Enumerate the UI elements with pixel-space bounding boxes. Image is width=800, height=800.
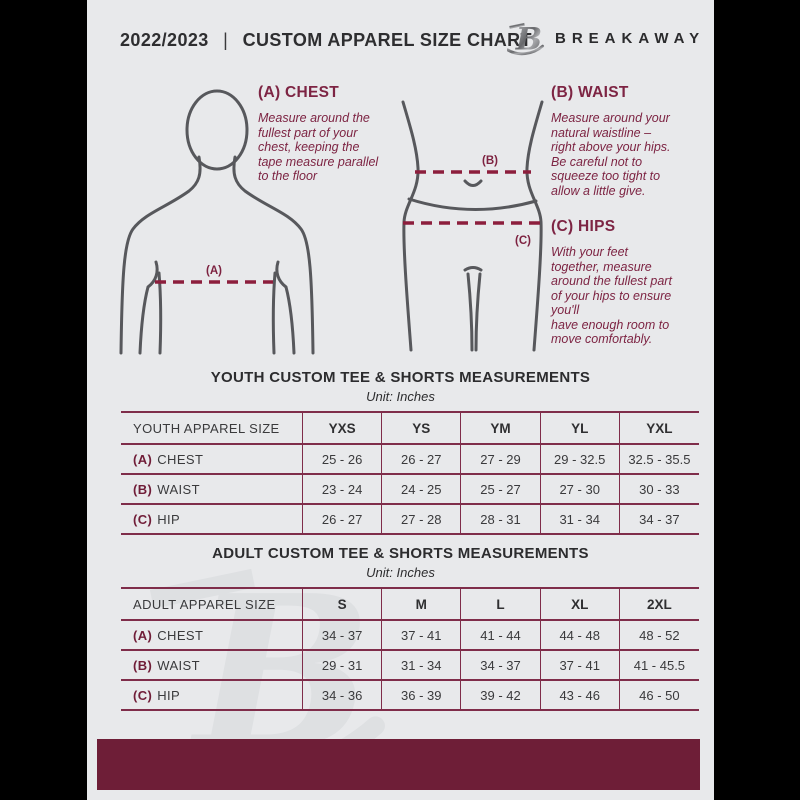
value-cell: 41 - 44 bbox=[461, 621, 541, 649]
youth-header-row: YOUTH APPAREL SIZE YXS YS YM YL YXL bbox=[121, 413, 699, 445]
adult-size-2xl: 2XL bbox=[647, 596, 672, 612]
value-cell: 37 - 41 bbox=[382, 621, 462, 649]
row-name: HIP bbox=[157, 511, 181, 527]
adult-table-title: ADULT CUSTOM TEE & SHORTS MEASUREMENTS bbox=[212, 545, 589, 562]
value-cell: 43 - 46 bbox=[541, 681, 620, 709]
value-cell: 44 - 48 bbox=[541, 621, 620, 649]
instruction-chest: (A) CHEST Measure around the fullest par… bbox=[258, 84, 426, 184]
row-label: (A) CHEST bbox=[121, 621, 303, 649]
value-cell: 28 - 31 bbox=[461, 505, 541, 533]
value-cell: 30 - 33 bbox=[639, 481, 680, 497]
youth-header-label: YOUTH APPAREL SIZE bbox=[121, 413, 303, 443]
youth-size-table: YOUTH APPAREL SIZE YXS YS YM YL YXL (A) … bbox=[121, 411, 699, 535]
row-label: (C) HIP bbox=[121, 681, 303, 709]
youth-table-unit: Unit: Inches bbox=[366, 389, 435, 404]
youth-table-title: YOUTH CUSTOM TEE & SHORTS MEASUREMENTS bbox=[210, 369, 591, 386]
youth-size-yxs: YXS bbox=[303, 413, 383, 443]
value-cell: 34 - 37 bbox=[303, 621, 383, 649]
value-cell: 36 - 39 bbox=[382, 681, 462, 709]
instruction-hips-heading: (C) HIPS bbox=[551, 218, 616, 235]
value-cell: 34 - 36 bbox=[303, 681, 383, 709]
instruction-waist: (B) WAIST Measure around your natural wa… bbox=[551, 84, 714, 198]
value-cell: 27 - 30 bbox=[541, 475, 620, 503]
row-prefix: (C) bbox=[133, 687, 153, 703]
value-cell: 31 - 34 bbox=[382, 651, 462, 679]
waist-hips-measurement-figure: (B) (C) bbox=[395, 98, 550, 360]
brand-lockup: B BREAKAWAY bbox=[507, 16, 705, 60]
youth-waist-row: (B) WAIST 23 - 24 24 - 25 25 - 27 27 - 3… bbox=[121, 475, 699, 505]
value-cell: 34 - 37 bbox=[461, 651, 541, 679]
adult-size-table: ADULT APPAREL SIZE S M L XL 2XL (A) CHES… bbox=[121, 587, 699, 711]
adult-table-unit: Unit: Inches bbox=[366, 565, 435, 580]
header-separator: | bbox=[223, 30, 229, 50]
row-label: (C) HIP bbox=[121, 505, 303, 533]
instruction-hips-text: With your feet together, measure around … bbox=[551, 245, 672, 346]
value-cell: 34 - 37 bbox=[639, 511, 680, 527]
row-prefix: (B) bbox=[133, 481, 153, 497]
row-prefix: (B) bbox=[133, 657, 153, 673]
value-cell: 41 - 45.5 bbox=[633, 657, 686, 673]
value-cell: 31 - 34 bbox=[541, 505, 620, 533]
adult-size-s: S bbox=[303, 589, 383, 619]
youth-size-yxl: YXL bbox=[646, 420, 673, 436]
row-label: (B) WAIST bbox=[121, 651, 303, 679]
adult-header-row: ADULT APPAREL SIZE S M L XL 2XL bbox=[121, 589, 699, 621]
adult-size-m: M bbox=[382, 589, 462, 619]
value-cell: 29 - 31 bbox=[303, 651, 383, 679]
youth-size-ym: YM bbox=[461, 413, 541, 443]
chest-line-label: (A) bbox=[206, 265, 222, 277]
row-label: (A) CHEST bbox=[121, 445, 303, 473]
row-prefix: (A) bbox=[133, 627, 153, 643]
youth-size-ys: YS bbox=[382, 413, 462, 443]
hips-line-label: (C) bbox=[515, 235, 531, 247]
instruction-waist-text: Measure around your natural waistline – … bbox=[551, 111, 671, 198]
value-cell: 27 - 29 bbox=[461, 445, 541, 473]
value-cell: 25 - 27 bbox=[461, 475, 541, 503]
value-cell: 46 - 50 bbox=[639, 687, 680, 703]
youth-hip-row: (C) HIP 26 - 27 27 - 28 28 - 31 31 - 34 … bbox=[121, 505, 699, 535]
footer-accent-bar bbox=[97, 739, 700, 790]
row-name: CHEST bbox=[157, 451, 204, 467]
value-cell: 39 - 42 bbox=[461, 681, 541, 709]
row-prefix: (A) bbox=[133, 451, 153, 467]
instruction-waist-heading: (B) WAIST bbox=[551, 84, 629, 101]
row-prefix: (C) bbox=[133, 511, 153, 527]
waist-line-label: (B) bbox=[482, 155, 498, 167]
size-chart-document: B 2022/2023 | CUSTOM APPAREL SIZE CHART … bbox=[87, 0, 714, 800]
adult-header-label: ADULT APPAREL SIZE bbox=[121, 589, 303, 619]
row-name: WAIST bbox=[157, 657, 200, 673]
value-cell: 25 - 26 bbox=[303, 445, 383, 473]
adult-chest-row: (A) CHEST 34 - 37 37 - 41 41 - 44 44 - 4… bbox=[121, 621, 699, 651]
value-cell: 23 - 24 bbox=[303, 475, 383, 503]
brand-name: BREAKAWAY bbox=[555, 29, 706, 47]
row-name: WAIST bbox=[157, 481, 200, 497]
header-title: CUSTOM APPAREL SIZE CHART bbox=[242, 30, 532, 50]
value-cell: 26 - 27 bbox=[382, 445, 462, 473]
value-cell: 26 - 27 bbox=[303, 505, 383, 533]
adult-size-l: L bbox=[461, 589, 541, 619]
value-cell: 37 - 41 bbox=[541, 651, 620, 679]
adult-hip-row: (C) HIP 34 - 36 36 - 39 39 - 42 43 - 46 … bbox=[121, 681, 699, 711]
value-cell: 29 - 32.5 bbox=[541, 445, 620, 473]
instruction-chest-heading: (A) CHEST bbox=[258, 84, 340, 101]
value-cell: 24 - 25 bbox=[382, 475, 462, 503]
row-label: (B) WAIST bbox=[121, 475, 303, 503]
adult-waist-row: (B) WAIST 29 - 31 31 - 34 34 - 37 37 - 4… bbox=[121, 651, 699, 681]
document-header: 2022/2023 | CUSTOM APPAREL SIZE CHART bbox=[120, 30, 532, 51]
chest-measurement-figure: (A) bbox=[115, 85, 320, 360]
instruction-hips: (C) HIPS With your feet together, measur… bbox=[551, 218, 714, 347]
value-cell: 48 - 52 bbox=[639, 627, 680, 643]
breakaway-b-logo-icon: B bbox=[507, 21, 545, 57]
value-cell: 32.5 - 35.5 bbox=[628, 451, 691, 467]
value-cell: 27 - 28 bbox=[382, 505, 462, 533]
youth-chest-row: (A) CHEST 25 - 26 26 - 27 27 - 29 29 - 3… bbox=[121, 445, 699, 475]
row-name: HIP bbox=[157, 687, 181, 703]
header-year: 2022/2023 bbox=[120, 30, 209, 50]
row-name: CHEST bbox=[157, 627, 204, 643]
instruction-chest-text: Measure around the fullest part of your … bbox=[258, 111, 379, 183]
youth-size-yl: YL bbox=[541, 413, 620, 443]
adult-size-xl: XL bbox=[541, 589, 620, 619]
